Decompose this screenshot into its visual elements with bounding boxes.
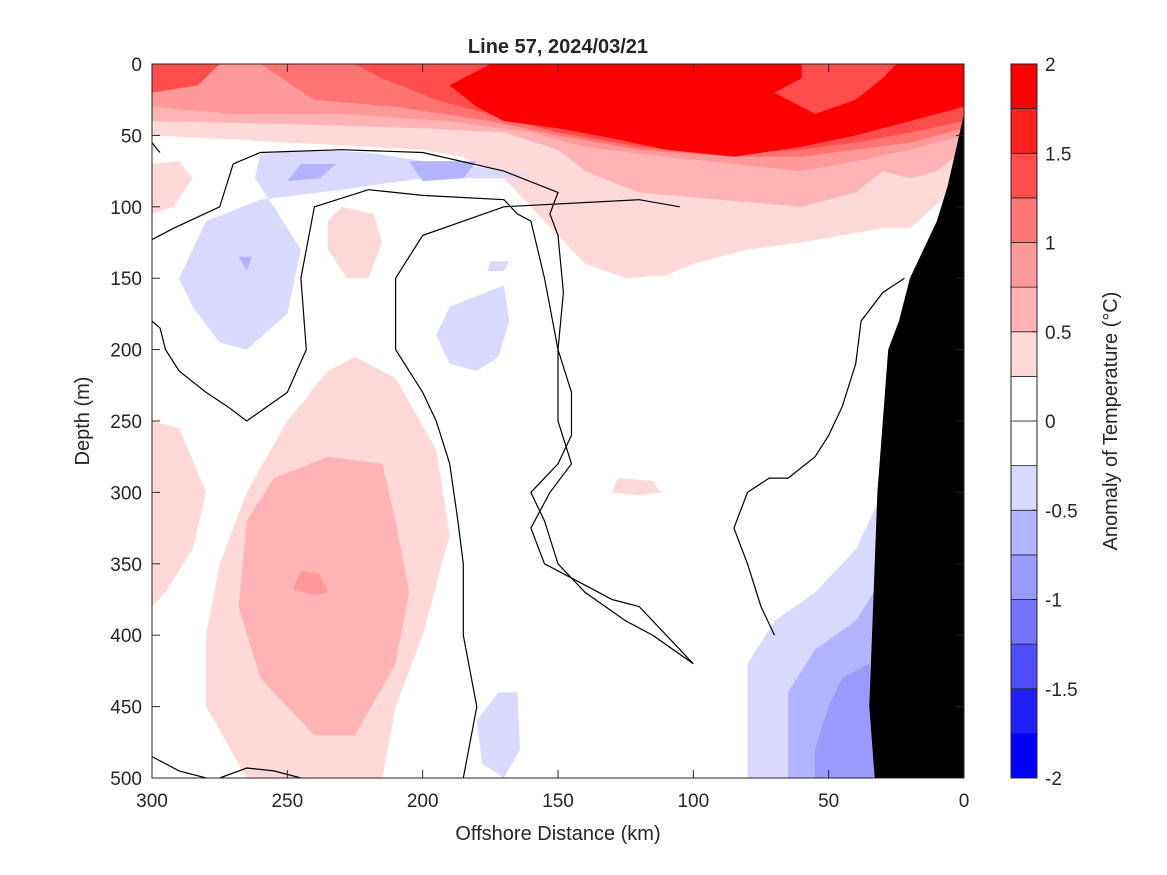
y-tick-label: 300 bbox=[110, 483, 142, 504]
y-tick-label: 450 bbox=[110, 698, 142, 719]
colorbar-tick-label: -1.5 bbox=[1045, 680, 1078, 701]
y-tick-label: 100 bbox=[110, 198, 142, 219]
x-tick-label: 150 bbox=[542, 791, 574, 812]
colorbar-band bbox=[1010, 643, 1038, 690]
cool-spot-03 bbox=[238, 256, 253, 272]
colorbar-tick-label: 2 bbox=[1045, 55, 1056, 76]
colorbar-band bbox=[1010, 286, 1038, 333]
colorbar-band bbox=[1010, 197, 1038, 243]
cold-near-slope-core bbox=[815, 663, 878, 778]
colorbar-tick-label: 1 bbox=[1045, 234, 1056, 255]
colorbar-band bbox=[1010, 108, 1038, 154]
colorbar-tick-label: -0.5 bbox=[1045, 501, 1078, 522]
colorbar-band bbox=[1010, 732, 1038, 779]
zero-contour-c bbox=[395, 199, 680, 778]
contour-fill-layer bbox=[152, 64, 964, 778]
zero-contour-a bbox=[152, 142, 161, 153]
warm-patch-upper-mid bbox=[327, 206, 383, 279]
colorbar-band bbox=[1010, 554, 1038, 600]
colorbar-tick-label: 1.5 bbox=[1045, 144, 1071, 165]
x-tick-label: 0 bbox=[959, 791, 970, 812]
x-tick-label: 200 bbox=[407, 791, 439, 812]
y-tick-label: 50 bbox=[121, 126, 142, 147]
colorbar-tick-label: 0 bbox=[1045, 412, 1056, 433]
zero-contour-b bbox=[152, 149, 694, 665]
cool-spot-01 bbox=[287, 164, 337, 182]
cool-patch-deep-left bbox=[476, 692, 521, 778]
x-tick-label: 250 bbox=[271, 791, 303, 812]
colorbar-band bbox=[1010, 688, 1038, 734]
colorbar: -2 -1.5 -1 -0.5 0 0.5 1 1.5 2 bbox=[1010, 55, 1078, 790]
colorbar-band bbox=[1010, 152, 1038, 199]
chart-title: Line 57, 2024/03/21 bbox=[468, 36, 648, 58]
y-tick-label: 150 bbox=[110, 269, 142, 290]
x-tick-label: 50 bbox=[818, 791, 839, 812]
colorbar-band bbox=[1010, 599, 1038, 645]
zero-contour-d bbox=[733, 277, 905, 636]
cool-patch-mid bbox=[436, 285, 510, 371]
warm-spot-core bbox=[292, 570, 328, 596]
colorbar-band bbox=[1010, 420, 1038, 467]
x-axis-label: Offshore Distance (km) bbox=[455, 823, 660, 845]
seafloor bbox=[869, 114, 964, 778]
colorbar-band bbox=[1010, 63, 1038, 110]
y-tick-label: 250 bbox=[110, 412, 142, 433]
x-axis: 300 250 200 150 100 50 0 bbox=[136, 64, 969, 812]
y-axis: 0 50 100 150 200 250 300 350 400 450 500 bbox=[110, 55, 964, 790]
zero-contour-e bbox=[152, 756, 207, 778]
warm-patch-far-left-top bbox=[152, 161, 193, 214]
cool-spot-04 bbox=[487, 261, 510, 272]
cool-spot-02 bbox=[409, 161, 477, 182]
colorbar-band bbox=[1010, 465, 1038, 511]
y-tick-label: 350 bbox=[110, 555, 142, 576]
warm-tongue-inner bbox=[238, 456, 410, 736]
colorbar-band bbox=[1010, 509, 1038, 556]
colorbar-tick-label: 0.5 bbox=[1045, 323, 1071, 344]
colorbar-band bbox=[1010, 375, 1038, 422]
warm-spot-mid bbox=[612, 478, 661, 496]
cool-patch-upper bbox=[179, 149, 531, 350]
y-tick-label: 0 bbox=[131, 55, 142, 76]
colorbar-label: Anomaly of Temperature (°C) bbox=[1100, 292, 1122, 551]
colorbar-band bbox=[1010, 242, 1038, 288]
zero-contour-layer bbox=[152, 142, 905, 778]
x-tick-label: 100 bbox=[677, 791, 709, 812]
surface-anomaly-2.0 bbox=[449, 64, 964, 157]
colorbar-tick-label: -1 bbox=[1045, 591, 1062, 612]
colorbar-band bbox=[1010, 331, 1038, 377]
y-tick-label: 200 bbox=[110, 341, 142, 362]
y-tick-label: 400 bbox=[110, 626, 142, 647]
x-tick-label: 300 bbox=[136, 791, 168, 812]
colorbar-tick-label: -2 bbox=[1045, 769, 1062, 790]
warm-patch-far-left-deep bbox=[152, 421, 207, 607]
y-tick-label: 500 bbox=[110, 769, 142, 790]
y-axis-label: Depth (m) bbox=[72, 377, 94, 466]
